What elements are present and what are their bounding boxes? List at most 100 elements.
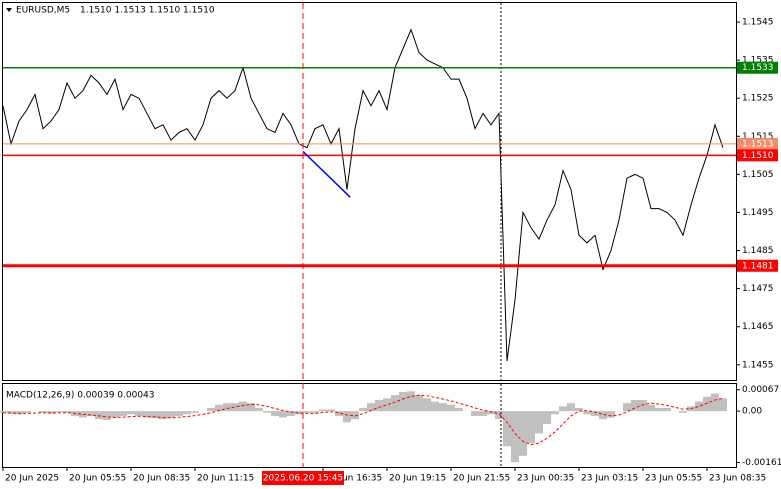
macd-bar — [503, 411, 511, 447]
price-level-label: 1.1533 — [742, 63, 774, 73]
crosshair-time-box — [262, 471, 344, 485]
macd-bar — [335, 411, 343, 416]
price-level-label: 1.1510 — [742, 151, 774, 161]
macd-bar — [95, 411, 103, 420]
macd-bar — [447, 404, 455, 412]
macd-bar — [583, 411, 591, 415]
macd-bar — [559, 406, 567, 412]
macd-bar — [303, 411, 311, 413]
macd-bar — [159, 411, 167, 420]
y-tick-label: 1.1505 — [742, 170, 774, 180]
macd-bar — [639, 399, 647, 412]
y-tick-label: 1.1455 — [742, 360, 774, 370]
macd-bar — [591, 411, 599, 416]
macd-bar — [239, 401, 247, 412]
price-level-box — [737, 61, 778, 74]
y-tick-label: 1.1535 — [742, 56, 774, 66]
macd-bar — [47, 411, 55, 414]
y-tick-label: 1.1545 — [742, 18, 774, 28]
macd-bar — [527, 411, 535, 444]
macd-bar — [487, 411, 495, 415]
x-tick-label: 20 Jun 08:35 — [133, 474, 190, 484]
price-level-label: 1.1513 — [742, 139, 774, 149]
macd-bar — [399, 391, 407, 412]
x-tick-label: 20 Jun 11:15 — [197, 474, 254, 484]
macd-bar — [479, 411, 487, 416]
price-level-label: 1.1481 — [742, 261, 774, 271]
macd-bar — [15, 411, 23, 415]
y-tick-label: 1.1515 — [742, 132, 774, 142]
macd-bar — [231, 403, 239, 412]
x-tick-label: 20 Jun 05:55 — [69, 474, 126, 484]
macd-bar — [87, 411, 95, 416]
macd-bar — [119, 411, 127, 416]
macd-bar — [127, 411, 135, 415]
macd-bar — [359, 407, 367, 412]
macd-bar — [695, 401, 703, 412]
macd-bar — [567, 403, 575, 412]
macd-bar — [279, 411, 287, 418]
macd-bar — [287, 411, 295, 416]
x-tick-label: 20 Jun 19:15 — [389, 474, 446, 484]
macd-bar — [207, 407, 215, 412]
macd-bar — [215, 404, 223, 412]
macd-bar — [311, 411, 319, 413]
macd-bar — [23, 411, 31, 413]
chart-title: EURUSD,M5 — [16, 6, 70, 16]
x-tick-label: 23 Jun 00:35 — [517, 474, 574, 484]
macd-bar — [111, 411, 119, 418]
y-tick-label: 1.1475 — [742, 284, 774, 294]
macd-bar — [143, 411, 151, 418]
macd-bar — [191, 411, 199, 413]
macd-bar — [327, 409, 335, 412]
macd-bar — [375, 399, 383, 412]
signal-line — [2, 394, 724, 446]
crosshair-time-label: 2025.06.20 15:45 — [263, 474, 343, 484]
x-tick-label: 20 Jun 2025 — [5, 474, 59, 484]
macd-bar — [263, 411, 271, 413]
macd-bar — [383, 398, 391, 412]
price-level-box — [737, 149, 778, 162]
macd-bar — [39, 411, 47, 413]
macd-bar — [663, 407, 671, 412]
macd-bar — [471, 411, 479, 416]
macd-bar — [431, 401, 439, 412]
macd-bar — [391, 395, 399, 412]
macd-bar — [599, 411, 607, 420]
macd-bar — [351, 411, 359, 420]
y-tick-label: 1.1485 — [742, 246, 774, 256]
trend-line — [302, 150, 351, 198]
macd-bar — [55, 411, 63, 413]
y-tick-label: 1.1525 — [742, 94, 774, 104]
macd-bar — [295, 411, 303, 415]
macd-bar — [367, 403, 375, 412]
macd-bar — [343, 411, 351, 423]
macd-bar — [543, 411, 551, 424]
macd-bar — [7, 411, 15, 414]
macd-bar — [167, 411, 175, 418]
macd-bar — [535, 411, 543, 434]
macd-pane — [2, 383, 737, 468]
x-tick-label: 23 Jun 05:55 — [645, 474, 702, 484]
symbol-menu-icon[interactable] — [6, 8, 12, 12]
y-tick-label: 1.1495 — [742, 208, 774, 218]
macd-bar — [575, 407, 583, 412]
price-line — [2, 28, 724, 362]
macd-bar — [623, 403, 631, 412]
y-tick-label: 0.00 — [742, 407, 762, 417]
macd-bar — [183, 411, 191, 415]
macd-bar — [519, 411, 527, 456]
macd-bar — [103, 411, 111, 421]
macd-title: MACD(12,26,9) 0.00039 0.00043 — [6, 391, 155, 401]
macd-bar — [0, 411, 7, 413]
price-pane — [2, 2, 737, 381]
macd-bar — [175, 411, 183, 416]
price-level-box — [737, 259, 778, 272]
x-tick-label: 20 Jun 21:55 — [453, 474, 510, 484]
y-tick-label: 0.00067 — [742, 385, 779, 395]
macd-bar — [647, 404, 655, 412]
macd-bar — [135, 411, 143, 416]
macd-bar — [607, 411, 615, 418]
macd-bar — [439, 403, 447, 412]
